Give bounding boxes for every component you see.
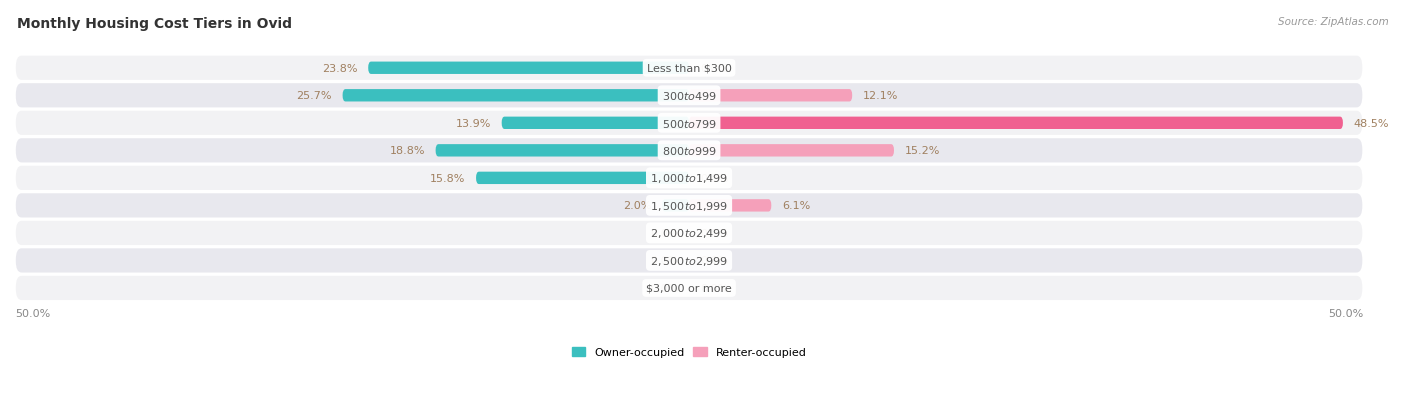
Text: 15.8%: 15.8% xyxy=(430,173,465,183)
Text: 50.0%: 50.0% xyxy=(1327,308,1364,318)
FancyBboxPatch shape xyxy=(15,276,1362,300)
Legend: Owner-occupied, Renter-occupied: Owner-occupied, Renter-occupied xyxy=(568,344,810,361)
FancyBboxPatch shape xyxy=(15,84,1362,108)
FancyBboxPatch shape xyxy=(15,221,1362,245)
Text: 0.0%: 0.0% xyxy=(650,283,678,293)
Text: $1,000 to $1,499: $1,000 to $1,499 xyxy=(650,172,728,185)
Text: 0.0%: 0.0% xyxy=(700,256,728,266)
FancyBboxPatch shape xyxy=(15,249,1362,273)
FancyBboxPatch shape xyxy=(477,172,689,185)
Text: $1,500 to $1,999: $1,500 to $1,999 xyxy=(650,199,728,212)
Text: 0.0%: 0.0% xyxy=(700,64,728,74)
FancyBboxPatch shape xyxy=(15,194,1362,218)
FancyBboxPatch shape xyxy=(368,62,689,75)
FancyBboxPatch shape xyxy=(436,145,689,157)
Text: $300 to $499: $300 to $499 xyxy=(662,90,717,102)
Text: 2.0%: 2.0% xyxy=(623,201,651,211)
Text: 0.0%: 0.0% xyxy=(650,228,678,238)
Text: 50.0%: 50.0% xyxy=(15,308,51,318)
Text: Less than $300: Less than $300 xyxy=(647,64,731,74)
FancyBboxPatch shape xyxy=(15,166,1362,190)
Text: 48.5%: 48.5% xyxy=(1354,119,1389,128)
FancyBboxPatch shape xyxy=(15,139,1362,163)
Text: 18.8%: 18.8% xyxy=(389,146,425,156)
Text: 23.8%: 23.8% xyxy=(322,64,357,74)
Text: $2,000 to $2,499: $2,000 to $2,499 xyxy=(650,227,728,240)
FancyBboxPatch shape xyxy=(502,117,689,130)
Text: 0.0%: 0.0% xyxy=(700,173,728,183)
FancyBboxPatch shape xyxy=(343,90,689,102)
Text: Monthly Housing Cost Tiers in Ovid: Monthly Housing Cost Tiers in Ovid xyxy=(17,17,292,31)
Text: Source: ZipAtlas.com: Source: ZipAtlas.com xyxy=(1278,17,1389,26)
FancyBboxPatch shape xyxy=(689,200,772,212)
Text: 0.0%: 0.0% xyxy=(700,283,728,293)
Text: 13.9%: 13.9% xyxy=(456,119,491,128)
Text: $2,500 to $2,999: $2,500 to $2,999 xyxy=(650,254,728,267)
Text: 25.7%: 25.7% xyxy=(297,91,332,101)
Text: 6.1%: 6.1% xyxy=(782,201,810,211)
FancyBboxPatch shape xyxy=(689,90,852,102)
Text: $500 to $799: $500 to $799 xyxy=(662,118,717,130)
Text: $3,000 or more: $3,000 or more xyxy=(647,283,733,293)
FancyBboxPatch shape xyxy=(15,112,1362,135)
Text: 0.0%: 0.0% xyxy=(700,228,728,238)
Text: $800 to $999: $800 to $999 xyxy=(662,145,717,157)
FancyBboxPatch shape xyxy=(15,57,1362,81)
Text: 15.2%: 15.2% xyxy=(905,146,941,156)
FancyBboxPatch shape xyxy=(689,117,1343,130)
Text: 12.1%: 12.1% xyxy=(863,91,898,101)
Text: 0.0%: 0.0% xyxy=(650,256,678,266)
FancyBboxPatch shape xyxy=(662,200,689,212)
FancyBboxPatch shape xyxy=(689,145,894,157)
